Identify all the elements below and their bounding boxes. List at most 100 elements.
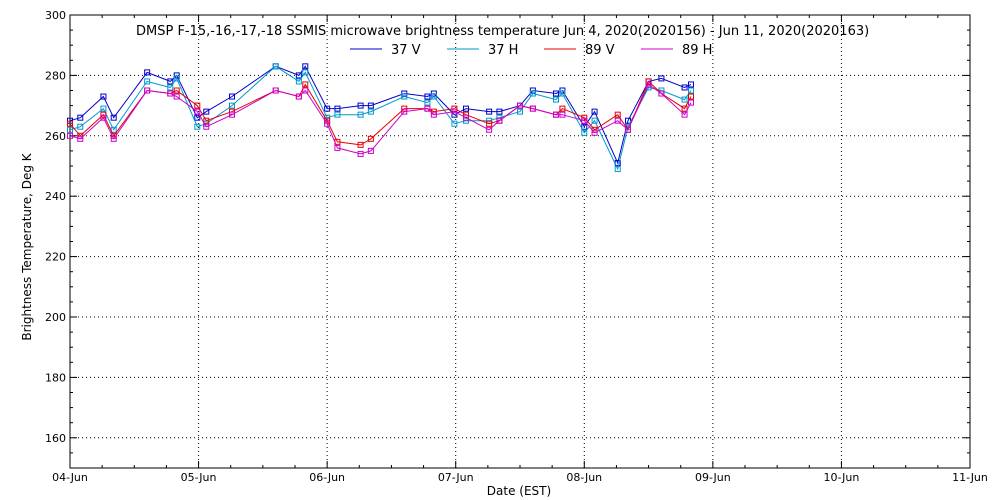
data-point (110, 114, 117, 121)
data-point (463, 105, 469, 112)
series-line (69, 65, 692, 171)
data-point (688, 81, 694, 88)
data-point (357, 111, 364, 118)
chart-title: DMSP F-15,-16,-17,-18 SSMIS microwave br… (136, 24, 869, 39)
y-tick-label: 160 (45, 432, 66, 445)
data-point (302, 81, 309, 88)
data-point (424, 93, 431, 100)
x-tick-label: 10-Jun (824, 471, 860, 484)
data-point (194, 102, 201, 109)
data-point (553, 90, 559, 97)
data-point (77, 123, 84, 130)
data-point (591, 108, 598, 115)
data-point (67, 117, 73, 124)
y-tick-label: 300 (45, 9, 66, 22)
legend-label: 89 H (682, 43, 712, 58)
data-point (581, 117, 588, 124)
data-point (334, 111, 341, 118)
data-point (614, 111, 621, 118)
data-point (559, 90, 566, 97)
data-point (167, 84, 174, 91)
data-point (173, 75, 180, 82)
y-axis-title: Brightness Temperature, Deg K (20, 152, 34, 340)
series-line (69, 65, 692, 165)
data-point (581, 123, 588, 130)
x-tick-label: 07-Jun (438, 471, 474, 484)
data-point (324, 105, 331, 112)
data-point (559, 105, 566, 112)
series-89-v (67, 78, 694, 148)
data-point (401, 108, 408, 115)
data-point (194, 114, 201, 121)
y-tick-label: 180 (45, 371, 66, 384)
x-tick-label: 08-Jun (566, 471, 602, 484)
grid (70, 15, 970, 468)
data-point (272, 87, 279, 94)
data-point (67, 132, 73, 139)
data-point (496, 108, 503, 115)
data-point (203, 123, 210, 130)
data-point (367, 102, 374, 109)
data-point (67, 126, 73, 133)
data-point (100, 114, 107, 121)
data-point (357, 150, 364, 157)
y-tick-label: 240 (45, 190, 66, 203)
x-tick-label: 06-Jun (309, 471, 345, 484)
series-line (69, 83, 692, 155)
data-point (324, 120, 331, 127)
series-37-v (67, 63, 694, 166)
plot-frame (69, 14, 971, 469)
data-point (110, 135, 117, 142)
data-point (688, 93, 694, 100)
data-point (463, 114, 469, 121)
data-point (681, 111, 688, 118)
data-point (681, 105, 688, 112)
data-point (614, 117, 621, 124)
data-point (194, 108, 201, 115)
x-axis: 04-Jun 05-Jun 06-Jun 07-Jun 08-Jun 09-Jun 10-J… (52, 15, 988, 484)
data-point (430, 93, 437, 100)
data-point (658, 75, 665, 82)
data-point (100, 105, 107, 112)
data-point (424, 105, 431, 112)
data-point (451, 108, 458, 115)
data-point (77, 114, 84, 121)
data-point (167, 90, 174, 97)
data-point (173, 93, 180, 100)
data-point (658, 90, 665, 97)
data-point (357, 141, 364, 148)
series-89-h (67, 81, 694, 157)
data-point (77, 135, 84, 142)
data-point (167, 78, 174, 85)
data-point (591, 117, 598, 124)
series-line (69, 80, 692, 146)
y-tick-label: 220 (45, 251, 66, 264)
data-point (614, 166, 621, 173)
data-point (430, 111, 437, 118)
data-point (295, 78, 302, 85)
data-point (581, 129, 588, 136)
legend-label: 89 V (585, 43, 615, 58)
data-point (367, 108, 374, 115)
legend-label: 37 V (391, 43, 421, 58)
data-point (688, 99, 694, 106)
data-point (559, 111, 566, 118)
data-point (295, 93, 302, 100)
legend: 37 V 37 H 89 V 89 H (350, 43, 712, 58)
legend-label: 37 H (488, 43, 518, 58)
data-point (645, 81, 652, 88)
data-point (272, 63, 279, 70)
data-point (67, 120, 73, 127)
data-point (591, 129, 598, 136)
data-point (367, 147, 374, 154)
data-point (553, 111, 559, 118)
y-tick-label: 260 (45, 130, 66, 143)
data-point (688, 87, 694, 94)
data-point (486, 108, 493, 115)
data-point (194, 123, 201, 130)
data-point (681, 84, 688, 91)
data-point (357, 102, 364, 109)
data-point (625, 126, 631, 133)
data-point (229, 111, 235, 118)
